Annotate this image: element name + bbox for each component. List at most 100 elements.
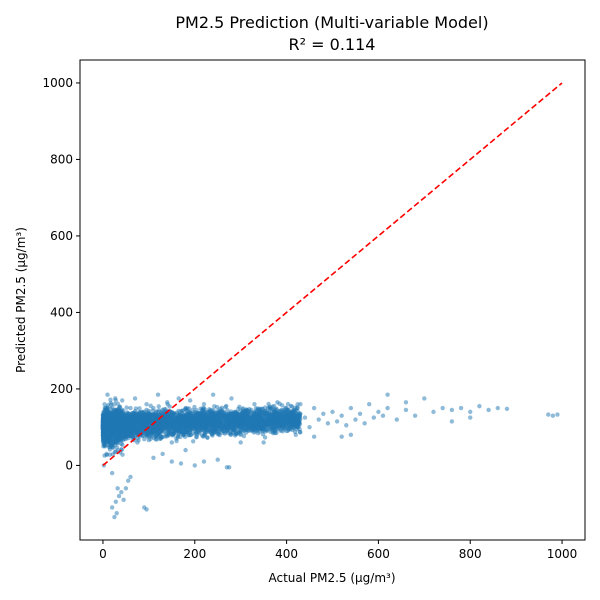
scatter-point	[287, 417, 292, 423]
scatter-point	[228, 419, 233, 424]
scatter-point	[158, 428, 164, 434]
scatter-point	[163, 432, 168, 437]
x-tick-label: 200	[183, 547, 206, 561]
scatter-point	[151, 405, 156, 411]
scatter-point	[228, 424, 234, 430]
scatter-point	[103, 417, 108, 422]
scatter-point	[190, 413, 195, 418]
scatter-point	[178, 461, 184, 466]
scatter-point	[233, 415, 239, 420]
scatter-point	[202, 429, 207, 434]
y-tick-label: 400	[50, 305, 73, 319]
scatter-point	[247, 424, 253, 430]
scatter-point	[210, 392, 216, 397]
scatter-point	[167, 422, 172, 428]
x-tick-label: 0	[99, 547, 107, 561]
scatter-point	[251, 427, 257, 432]
scatter-point	[293, 421, 298, 426]
scatter-point	[183, 447, 188, 453]
scatter-point	[106, 409, 111, 415]
scatter-point	[123, 413, 129, 418]
scatter-point	[128, 405, 133, 411]
scatter-point	[339, 413, 344, 418]
scatter-point	[178, 426, 184, 432]
scatter-point	[188, 427, 194, 432]
scatter-point	[144, 507, 149, 512]
scatter-point	[252, 414, 258, 420]
scatter-point	[218, 413, 223, 419]
scatter-point	[137, 417, 142, 422]
scatter-point	[298, 402, 303, 407]
scatter-point	[130, 410, 135, 416]
scatter-point	[261, 440, 266, 445]
scatter-point	[279, 403, 285, 408]
scatter-point	[380, 413, 386, 418]
scatter-point	[229, 396, 234, 401]
scatter-point	[205, 435, 210, 440]
scatter-point	[205, 409, 211, 415]
scatter-point	[126, 478, 131, 483]
scatter-point	[260, 416, 265, 421]
scatter-point	[116, 493, 122, 499]
scatter-point	[112, 413, 118, 418]
scatter-point	[422, 396, 427, 401]
scatter-point	[247, 415, 252, 421]
scatter-point	[109, 505, 115, 510]
scatter-point	[174, 436, 179, 441]
scatter-point	[261, 411, 266, 416]
scatter-point	[266, 405, 271, 411]
scatter-point	[209, 407, 214, 413]
scatter-point	[119, 489, 124, 495]
scatter-point	[235, 419, 241, 425]
scatter-point	[228, 432, 233, 437]
scatter-point	[116, 405, 122, 411]
scatter-point	[224, 403, 229, 409]
scatter-point	[238, 440, 243, 445]
scatter-point	[126, 428, 131, 434]
scatter-point	[180, 422, 186, 428]
scatter-point	[431, 409, 436, 415]
scatter-point	[284, 428, 289, 434]
scatter-point	[403, 400, 409, 405]
scatter-point	[100, 422, 106, 427]
scatter-point	[160, 451, 165, 457]
scatter-point	[149, 417, 155, 422]
scatter-point	[146, 413, 152, 418]
scatter-point	[291, 417, 296, 422]
scatter-point	[133, 406, 139, 411]
scatter-point	[169, 459, 175, 464]
scatter-point	[385, 405, 390, 411]
scatter-point	[344, 423, 349, 428]
scatter-point	[276, 419, 282, 424]
plot-frame	[79, 59, 586, 541]
scatter-point	[148, 432, 154, 438]
scatter-point	[110, 424, 116, 430]
x-tick-label: 800	[459, 547, 482, 561]
scatter-point	[142, 419, 147, 425]
scatter-point	[376, 409, 381, 415]
scatter-point	[311, 405, 317, 411]
y-tick-label: 1000	[42, 76, 73, 90]
scatter-point	[228, 411, 234, 416]
scatter-point	[281, 410, 286, 415]
title-group: PM2.5 Prediction (Multi-variable Model) …	[175, 13, 488, 54]
scatter-point	[215, 428, 220, 434]
scatter-point	[103, 428, 108, 434]
scatter-point	[495, 405, 500, 411]
scatter-point	[260, 432, 266, 437]
y-tick-label: 200	[50, 382, 73, 396]
scatter-point	[155, 424, 160, 430]
chart-title: PM2.5 Prediction (Multi-variable Model)	[175, 13, 488, 32]
scatter-point	[113, 449, 118, 454]
scatter-point	[148, 436, 153, 442]
scatter-point	[130, 421, 135, 426]
scatter-point	[134, 422, 140, 427]
scatter-point	[129, 427, 135, 433]
scatter-point	[169, 440, 175, 445]
scatter-point	[449, 407, 455, 413]
scatter-point	[232, 410, 237, 415]
scatter-point	[241, 418, 247, 423]
scatter-point	[297, 430, 303, 435]
